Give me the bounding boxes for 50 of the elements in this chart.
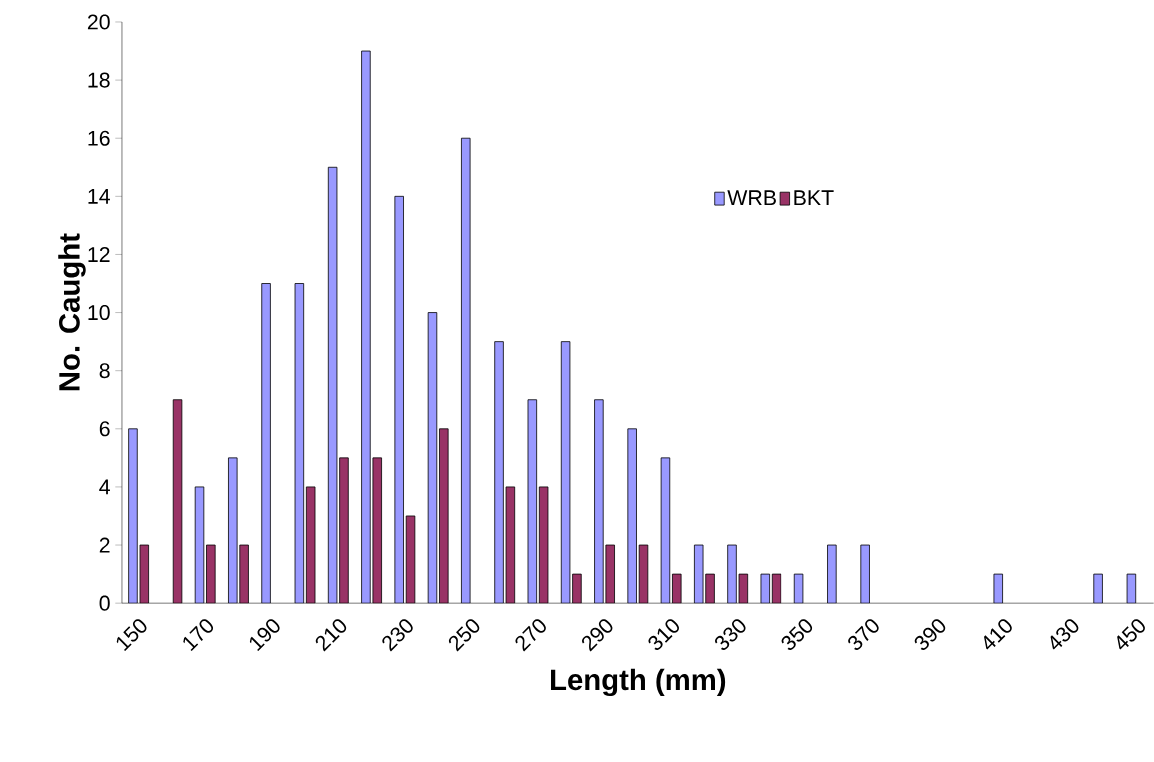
bar <box>594 399 604 604</box>
y-tick-label: 6 <box>99 421 110 437</box>
x-tick-label: 370 <box>848 619 879 651</box>
bar <box>672 573 682 604</box>
x-tick-label: 310 <box>648 619 679 651</box>
bar <box>627 428 637 604</box>
x-tick-label: 170 <box>183 619 214 652</box>
y-axis-title: No. Caught <box>58 233 86 391</box>
x-tick-label: 390 <box>914 619 946 651</box>
x-tick-label: 270 <box>515 619 546 652</box>
x-tick-label: 410 <box>984 619 1012 650</box>
bar <box>439 428 449 604</box>
y-tick-label: 4 <box>99 479 110 495</box>
bar <box>361 50 371 604</box>
y-tick-label: 18 <box>88 72 110 88</box>
y-tick-label: 12 <box>88 247 110 263</box>
y-tick-label: 8 <box>99 363 110 379</box>
bar <box>638 544 649 604</box>
bar <box>172 399 183 604</box>
bar <box>538 486 549 604</box>
bar <box>771 573 782 604</box>
bar <box>494 341 504 604</box>
y-tick-label: 16 <box>88 130 110 146</box>
x-axis-title: Length (mm) <box>551 668 726 697</box>
legend-label: WRB <box>727 190 776 206</box>
x-tick-label: 230 <box>382 619 413 652</box>
bar <box>128 428 138 604</box>
x-tick-label: 290 <box>581 619 613 652</box>
x-tick-label: 250 <box>448 619 480 652</box>
bar <box>139 544 150 604</box>
x-tick-label: 450 <box>1117 619 1145 650</box>
y-tick-label: 20 <box>87 14 110 30</box>
x-tick-label: 350 <box>781 619 813 651</box>
x-tick-label: 330 <box>715 619 746 651</box>
legend-label: BKT <box>794 190 834 206</box>
bar <box>727 544 737 604</box>
bar <box>261 283 271 604</box>
bar <box>206 544 216 604</box>
bar <box>305 486 316 604</box>
x-tick-label: 150 <box>116 619 147 652</box>
bar <box>827 544 837 604</box>
x-tick-label: 430 <box>1050 619 1079 650</box>
y-tick-label: 14 <box>88 189 110 204</box>
y-tick-label: 2 <box>99 537 110 553</box>
y-tick-label: 0 <box>99 595 110 611</box>
bar <box>405 515 416 604</box>
x-tick-label: 190 <box>249 619 280 652</box>
x-tick-label: 210 <box>315 619 347 652</box>
y-tick-label: 10 <box>88 305 110 321</box>
bar <box>860 544 870 604</box>
